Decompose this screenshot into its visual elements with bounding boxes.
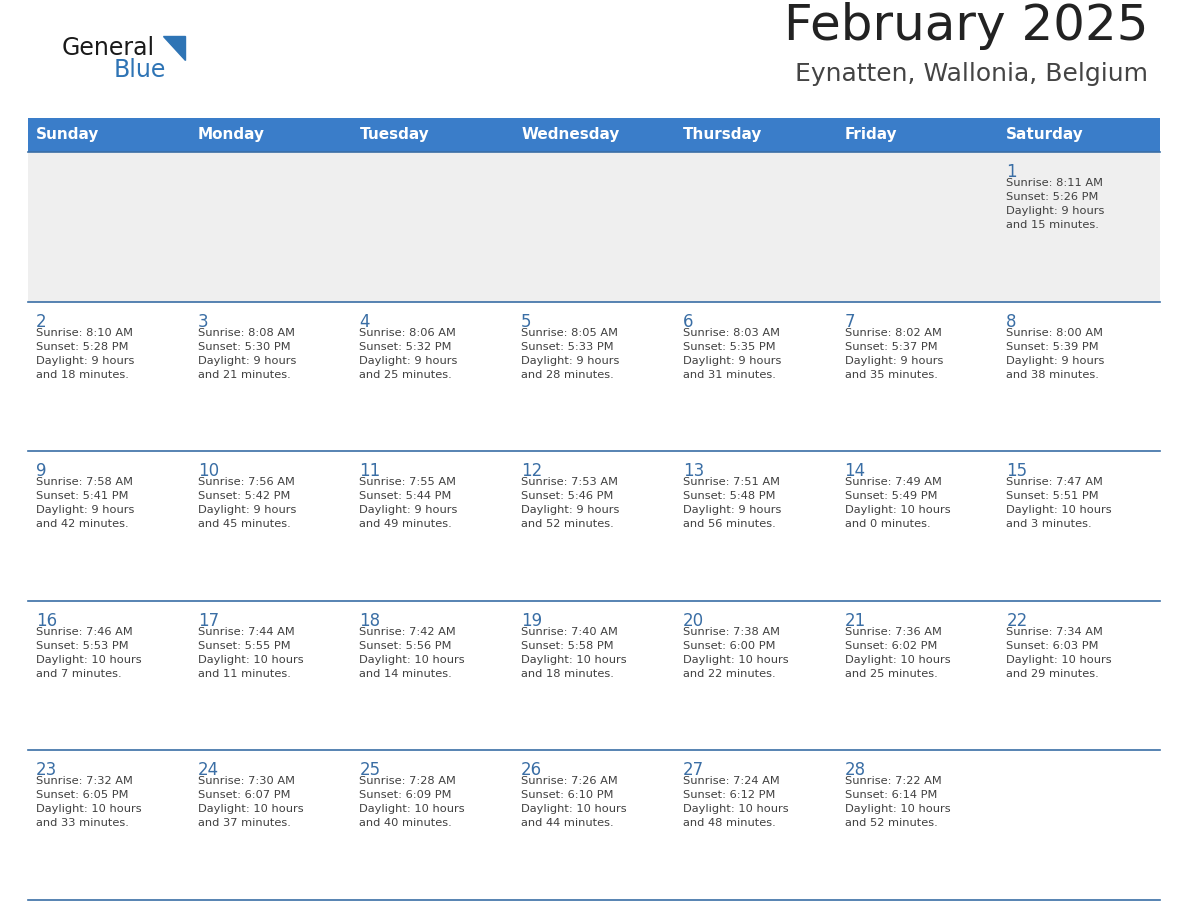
- Text: 7: 7: [845, 313, 855, 330]
- Text: Monday: Monday: [197, 128, 265, 142]
- Text: 25: 25: [360, 761, 380, 779]
- Text: Sunrise: 7:34 AM
Sunset: 6:03 PM
Daylight: 10 hours
and 29 minutes.: Sunrise: 7:34 AM Sunset: 6:03 PM Dayligh…: [1006, 627, 1112, 678]
- Text: Sunrise: 8:03 AM
Sunset: 5:35 PM
Daylight: 9 hours
and 31 minutes.: Sunrise: 8:03 AM Sunset: 5:35 PM Dayligh…: [683, 328, 782, 380]
- Text: Friday: Friday: [845, 128, 897, 142]
- Text: 23: 23: [36, 761, 57, 779]
- Text: 15: 15: [1006, 462, 1028, 480]
- Text: 26: 26: [522, 761, 542, 779]
- Text: Sunrise: 7:42 AM
Sunset: 5:56 PM
Daylight: 10 hours
and 14 minutes.: Sunrise: 7:42 AM Sunset: 5:56 PM Dayligh…: [360, 627, 465, 678]
- Text: 18: 18: [360, 611, 380, 630]
- Text: February 2025: February 2025: [784, 2, 1148, 50]
- Text: Sunrise: 7:38 AM
Sunset: 6:00 PM
Daylight: 10 hours
and 22 minutes.: Sunrise: 7:38 AM Sunset: 6:00 PM Dayligh…: [683, 627, 789, 678]
- Text: Eynatten, Wallonia, Belgium: Eynatten, Wallonia, Belgium: [795, 62, 1148, 86]
- Text: Sunrise: 8:02 AM
Sunset: 5:37 PM
Daylight: 9 hours
and 35 minutes.: Sunrise: 8:02 AM Sunset: 5:37 PM Dayligh…: [845, 328, 943, 380]
- Text: 3: 3: [197, 313, 208, 330]
- Text: Sunrise: 7:49 AM
Sunset: 5:49 PM
Daylight: 10 hours
and 0 minutes.: Sunrise: 7:49 AM Sunset: 5:49 PM Dayligh…: [845, 477, 950, 529]
- Text: Sunrise: 7:55 AM
Sunset: 5:44 PM
Daylight: 9 hours
and 49 minutes.: Sunrise: 7:55 AM Sunset: 5:44 PM Dayligh…: [360, 477, 457, 529]
- Text: 10: 10: [197, 462, 219, 480]
- Text: Sunrise: 8:08 AM
Sunset: 5:30 PM
Daylight: 9 hours
and 21 minutes.: Sunrise: 8:08 AM Sunset: 5:30 PM Dayligh…: [197, 328, 296, 380]
- Text: Sunrise: 8:06 AM
Sunset: 5:32 PM
Daylight: 9 hours
and 25 minutes.: Sunrise: 8:06 AM Sunset: 5:32 PM Dayligh…: [360, 328, 457, 380]
- Text: Sunrise: 7:46 AM
Sunset: 5:53 PM
Daylight: 10 hours
and 7 minutes.: Sunrise: 7:46 AM Sunset: 5:53 PM Dayligh…: [36, 627, 141, 678]
- Text: 21: 21: [845, 611, 866, 630]
- Text: 20: 20: [683, 611, 704, 630]
- Text: Tuesday: Tuesday: [360, 128, 429, 142]
- Text: Sunrise: 8:05 AM
Sunset: 5:33 PM
Daylight: 9 hours
and 28 minutes.: Sunrise: 8:05 AM Sunset: 5:33 PM Dayligh…: [522, 328, 619, 380]
- Text: Blue: Blue: [114, 58, 166, 82]
- Text: Sunrise: 7:58 AM
Sunset: 5:41 PM
Daylight: 9 hours
and 42 minutes.: Sunrise: 7:58 AM Sunset: 5:41 PM Dayligh…: [36, 477, 134, 529]
- Text: 8: 8: [1006, 313, 1017, 330]
- Text: Sunday: Sunday: [36, 128, 100, 142]
- Text: 19: 19: [522, 611, 542, 630]
- Text: Sunrise: 7:51 AM
Sunset: 5:48 PM
Daylight: 9 hours
and 56 minutes.: Sunrise: 7:51 AM Sunset: 5:48 PM Dayligh…: [683, 477, 782, 529]
- Text: Sunrise: 7:26 AM
Sunset: 6:10 PM
Daylight: 10 hours
and 44 minutes.: Sunrise: 7:26 AM Sunset: 6:10 PM Dayligh…: [522, 777, 627, 828]
- Text: 27: 27: [683, 761, 704, 779]
- Text: Sunrise: 7:40 AM
Sunset: 5:58 PM
Daylight: 10 hours
and 18 minutes.: Sunrise: 7:40 AM Sunset: 5:58 PM Dayligh…: [522, 627, 627, 678]
- Text: Sunrise: 8:10 AM
Sunset: 5:28 PM
Daylight: 9 hours
and 18 minutes.: Sunrise: 8:10 AM Sunset: 5:28 PM Dayligh…: [36, 328, 134, 380]
- Text: Sunrise: 8:00 AM
Sunset: 5:39 PM
Daylight: 9 hours
and 38 minutes.: Sunrise: 8:00 AM Sunset: 5:39 PM Dayligh…: [1006, 328, 1105, 380]
- Text: Saturday: Saturday: [1006, 128, 1083, 142]
- Text: Wednesday: Wednesday: [522, 128, 619, 142]
- Text: 1: 1: [1006, 163, 1017, 181]
- Text: 24: 24: [197, 761, 219, 779]
- Text: Thursday: Thursday: [683, 128, 763, 142]
- Bar: [29, 302, 1159, 452]
- Text: Sunrise: 7:32 AM
Sunset: 6:05 PM
Daylight: 10 hours
and 33 minutes.: Sunrise: 7:32 AM Sunset: 6:05 PM Dayligh…: [36, 777, 141, 828]
- Text: 12: 12: [522, 462, 543, 480]
- Text: Sunrise: 7:47 AM
Sunset: 5:51 PM
Daylight: 10 hours
and 3 minutes.: Sunrise: 7:47 AM Sunset: 5:51 PM Dayligh…: [1006, 477, 1112, 529]
- Text: 14: 14: [845, 462, 866, 480]
- Text: Sunrise: 7:56 AM
Sunset: 5:42 PM
Daylight: 9 hours
and 45 minutes.: Sunrise: 7:56 AM Sunset: 5:42 PM Dayligh…: [197, 477, 296, 529]
- Text: General: General: [62, 36, 156, 60]
- Text: 5: 5: [522, 313, 532, 330]
- Text: 6: 6: [683, 313, 694, 330]
- Text: Sunrise: 7:53 AM
Sunset: 5:46 PM
Daylight: 9 hours
and 52 minutes.: Sunrise: 7:53 AM Sunset: 5:46 PM Dayligh…: [522, 477, 619, 529]
- Text: Sunrise: 8:11 AM
Sunset: 5:26 PM
Daylight: 9 hours
and 15 minutes.: Sunrise: 8:11 AM Sunset: 5:26 PM Dayligh…: [1006, 178, 1105, 230]
- Text: Sunrise: 7:22 AM
Sunset: 6:14 PM
Daylight: 10 hours
and 52 minutes.: Sunrise: 7:22 AM Sunset: 6:14 PM Dayligh…: [845, 777, 950, 828]
- Text: 11: 11: [360, 462, 380, 480]
- Text: Sunrise: 7:44 AM
Sunset: 5:55 PM
Daylight: 10 hours
and 11 minutes.: Sunrise: 7:44 AM Sunset: 5:55 PM Dayligh…: [197, 627, 303, 678]
- Text: 4: 4: [360, 313, 369, 330]
- Text: 13: 13: [683, 462, 704, 480]
- Bar: [29, 118, 1159, 152]
- Text: 22: 22: [1006, 611, 1028, 630]
- Bar: [29, 452, 1159, 600]
- Bar: [29, 600, 1159, 750]
- Text: Sunrise: 7:28 AM
Sunset: 6:09 PM
Daylight: 10 hours
and 40 minutes.: Sunrise: 7:28 AM Sunset: 6:09 PM Dayligh…: [360, 777, 465, 828]
- Text: Sunrise: 7:36 AM
Sunset: 6:02 PM
Daylight: 10 hours
and 25 minutes.: Sunrise: 7:36 AM Sunset: 6:02 PM Dayligh…: [845, 627, 950, 678]
- Text: Sunrise: 7:30 AM
Sunset: 6:07 PM
Daylight: 10 hours
and 37 minutes.: Sunrise: 7:30 AM Sunset: 6:07 PM Dayligh…: [197, 777, 303, 828]
- Bar: [29, 152, 1159, 302]
- Text: 9: 9: [36, 462, 46, 480]
- Text: 16: 16: [36, 611, 57, 630]
- Bar: [29, 750, 1159, 900]
- Text: 2: 2: [36, 313, 46, 330]
- Text: 17: 17: [197, 611, 219, 630]
- Text: Sunrise: 7:24 AM
Sunset: 6:12 PM
Daylight: 10 hours
and 48 minutes.: Sunrise: 7:24 AM Sunset: 6:12 PM Dayligh…: [683, 777, 789, 828]
- Polygon shape: [163, 36, 185, 60]
- Text: 28: 28: [845, 761, 866, 779]
